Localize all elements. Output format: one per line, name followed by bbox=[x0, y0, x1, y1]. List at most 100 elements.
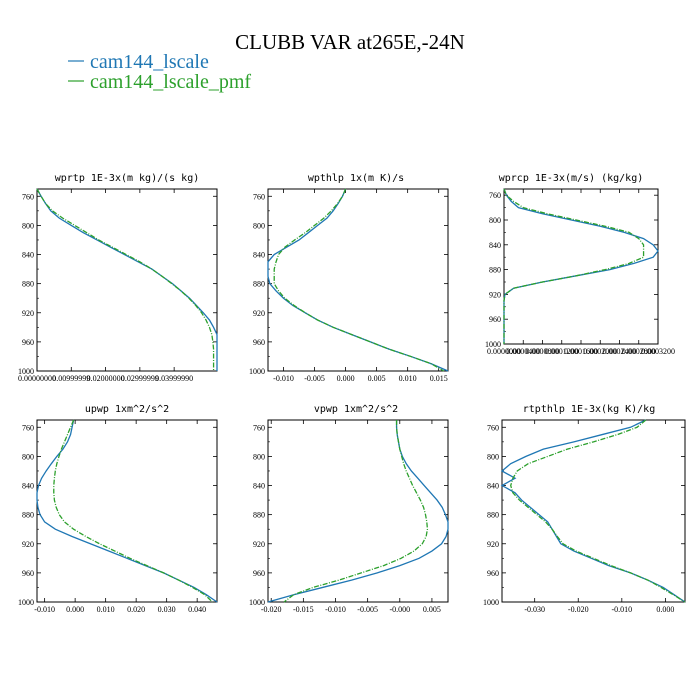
y-tick-label: 1000 bbox=[18, 598, 34, 607]
x-tick-label: 0.02999999 bbox=[121, 374, 159, 383]
panel-title: vpwp 1xm^2/s^2 bbox=[314, 404, 398, 415]
y-tick-label: 880 bbox=[253, 280, 265, 289]
series-line-cam144-lscale bbox=[267, 420, 449, 603]
series-line-cam144-lscale-pmf bbox=[503, 188, 645, 344]
plot-frame bbox=[36, 419, 218, 603]
y-tick-label: 960 bbox=[253, 338, 265, 347]
x-tick-label: 0.0001600 bbox=[564, 347, 598, 356]
y-tick-label: 800 bbox=[22, 221, 34, 230]
panel-title: wprtp 1E-3x(m kg)/(s kg) bbox=[55, 173, 200, 184]
y-tick-label: 880 bbox=[22, 511, 34, 520]
series-line-cam144-lscale bbox=[36, 419, 218, 603]
y-tick-label: 760 bbox=[489, 191, 501, 200]
x-tick-label: 0.040 bbox=[188, 605, 206, 614]
y-tick-label: 1000 bbox=[18, 367, 34, 376]
x-tick-label: 0.00999999 bbox=[52, 374, 90, 383]
x-tick-label: 0.0001200 bbox=[545, 347, 579, 356]
x-tick-label: -0.010 bbox=[325, 605, 346, 614]
y-tick-label: 840 bbox=[487, 482, 499, 491]
x-tick-label: 0.02000000 bbox=[87, 374, 125, 383]
y-tick-label: 840 bbox=[489, 241, 501, 250]
y-tick-label: 800 bbox=[253, 452, 265, 461]
y-tick-label: 960 bbox=[487, 569, 499, 578]
y-tick-label: 880 bbox=[487, 511, 499, 520]
legend-label-2: cam144_lscale_pmf bbox=[90, 71, 251, 93]
y-tick-label: 760 bbox=[487, 423, 499, 432]
y-tick-label: 840 bbox=[253, 482, 265, 491]
y-tick-label: 920 bbox=[22, 540, 34, 549]
y-tick-label: 840 bbox=[22, 482, 34, 491]
x-tick-label: -0.000 bbox=[389, 605, 410, 614]
y-tick-label: 800 bbox=[487, 452, 499, 461]
figure-title: CLUBB VAR at265E,-24N bbox=[235, 30, 465, 54]
series-line-cam144-lscale-pmf bbox=[36, 188, 215, 371]
x-tick-label: 0.0002400 bbox=[603, 347, 637, 356]
y-tick-label: 920 bbox=[487, 540, 499, 549]
x-tick-label: 0.020 bbox=[127, 605, 145, 614]
panel-wprcp: wprcp 1E-3x(m/s) (kg/kg) 760 800 840 880 920… bbox=[485, 173, 675, 356]
x-tick-label: 0.030 bbox=[158, 605, 176, 614]
x-tick-label: 0.000 bbox=[66, 605, 84, 614]
y-tick-label: 1000 bbox=[485, 340, 501, 349]
x-tick-label: 0.0000000 bbox=[487, 347, 521, 356]
plot-frame bbox=[501, 419, 686, 603]
series-line-cam144-lscale bbox=[500, 419, 686, 603]
panel-title: rtpthlp 1E-3x(kg K)/kg bbox=[523, 404, 655, 415]
y-tick-label: 960 bbox=[489, 315, 501, 324]
y-tick-label: 800 bbox=[253, 221, 265, 230]
y-tick-label: 920 bbox=[22, 309, 34, 318]
y-tick-label: 760 bbox=[22, 423, 34, 432]
y-tick-label: 960 bbox=[22, 569, 34, 578]
panel-title: wprcp 1E-3x(m/s) (kg/kg) bbox=[499, 173, 644, 184]
series-line-cam144-lscale-pmf bbox=[283, 420, 429, 603]
x-tick-label: -0.020 bbox=[568, 605, 589, 614]
x-tick-label: 0.0002800 bbox=[622, 347, 656, 356]
y-tick-label: 1000 bbox=[483, 598, 499, 607]
x-tick-label: 0.010 bbox=[97, 605, 115, 614]
x-tick-label: -0.005 bbox=[304, 374, 325, 383]
legend: cam144_lscale cam144_lscale_pmf bbox=[68, 51, 251, 93]
series-line-cam144-lscale bbox=[503, 188, 659, 344]
series-line-cam144-lscale-pmf bbox=[273, 188, 444, 372]
x-tick-label: 0.005 bbox=[423, 605, 441, 614]
series-line-cam144-lscale bbox=[267, 188, 449, 372]
panel-vpwp: vpwp 1xm^2/s^2 7608008408809209601000-0.… bbox=[249, 404, 449, 614]
y-tick-label: 1000 bbox=[249, 598, 265, 607]
y-tick-label: 800 bbox=[22, 452, 34, 461]
y-tick-label: 880 bbox=[253, 511, 265, 520]
panel-wpthlp: wpthlp 1x(m K)/s 7608008408809209601000-… bbox=[249, 173, 449, 383]
plot-frame bbox=[267, 188, 449, 372]
x-tick-label: 0.0000800 bbox=[526, 347, 560, 356]
y-tick-label: 880 bbox=[489, 266, 501, 275]
series-line-cam144-lscale bbox=[36, 188, 218, 371]
x-tick-label: 0.0003200 bbox=[641, 347, 675, 356]
y-tick-label: 920 bbox=[253, 540, 265, 549]
x-tick-label: -0.010 bbox=[611, 605, 632, 614]
plot-frame bbox=[36, 188, 218, 372]
y-tick-label: 960 bbox=[253, 569, 265, 578]
x-tick-label: -0.020 bbox=[261, 605, 282, 614]
x-tick-label: 0.0002000 bbox=[583, 347, 617, 356]
y-tick-label: 840 bbox=[22, 251, 34, 260]
x-tick-label: -0.005 bbox=[357, 605, 378, 614]
y-tick-label: 800 bbox=[489, 216, 501, 225]
x-tick-label: 0.000 bbox=[656, 605, 674, 614]
x-tick-label: -0.030 bbox=[524, 605, 545, 614]
x-tick-label: -0.015 bbox=[293, 605, 314, 614]
x-tick-label: 0.010 bbox=[399, 374, 417, 383]
plot-frame bbox=[267, 419, 449, 603]
legend-label-1: cam144_lscale bbox=[90, 51, 209, 73]
y-tick-label: 760 bbox=[253, 423, 265, 432]
panel-title: upwp 1xm^2/s^2 bbox=[85, 404, 169, 415]
panel-upwp: upwp 1xm^2/s^2 760 800 840 880 920 960 1000-0.… bbox=[18, 404, 218, 614]
y-tick-label: 920 bbox=[253, 309, 265, 318]
series-line-cam144-lscale-pmf bbox=[53, 419, 213, 603]
x-tick-label: -0.010 bbox=[273, 374, 294, 383]
x-tick-label: 0.0000400 bbox=[506, 347, 540, 356]
series-line-cam144-lscale-pmf bbox=[510, 419, 686, 603]
x-tick-label: 0.000 bbox=[337, 374, 355, 383]
y-tick-label: 760 bbox=[22, 192, 34, 201]
x-tick-label: 0.015 bbox=[430, 374, 448, 383]
plot-frame bbox=[503, 188, 659, 345]
